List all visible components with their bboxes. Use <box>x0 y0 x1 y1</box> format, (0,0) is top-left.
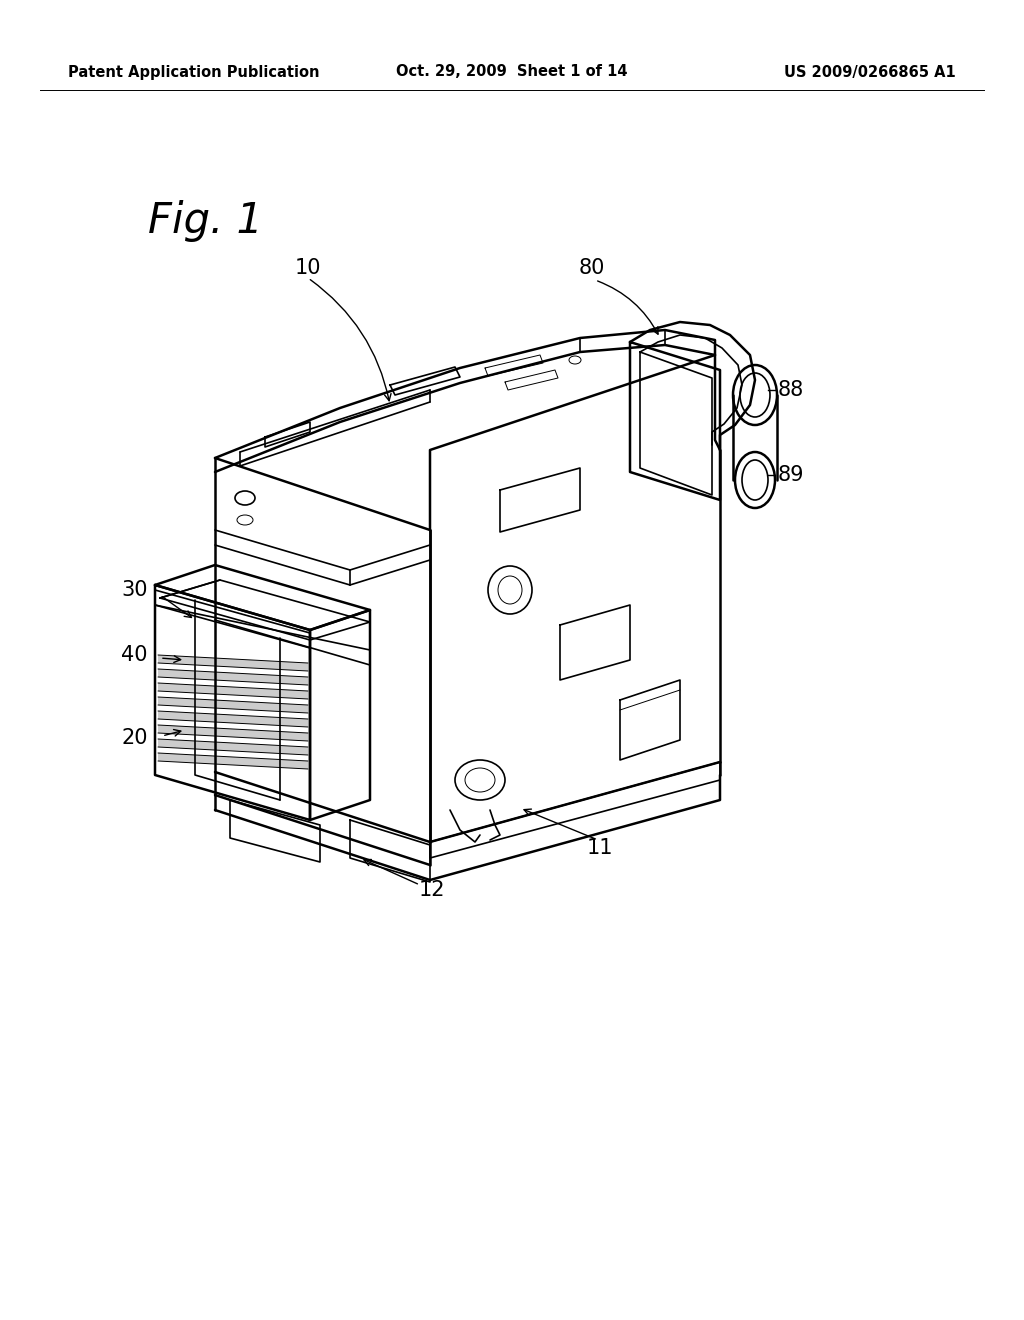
Text: 10: 10 <box>295 257 322 279</box>
Text: 89: 89 <box>778 465 805 484</box>
Polygon shape <box>158 711 308 727</box>
Text: 88: 88 <box>778 380 804 400</box>
Text: US 2009/0266865 A1: US 2009/0266865 A1 <box>784 65 956 79</box>
Text: Patent Application Publication: Patent Application Publication <box>68 65 319 79</box>
Text: 80: 80 <box>579 257 605 279</box>
Text: 40: 40 <box>122 645 148 665</box>
Text: Fig. 1: Fig. 1 <box>148 201 263 242</box>
Polygon shape <box>158 669 308 685</box>
Polygon shape <box>158 682 308 700</box>
Text: 30: 30 <box>122 579 148 601</box>
Polygon shape <box>158 697 308 713</box>
Polygon shape <box>158 752 308 770</box>
Polygon shape <box>158 725 308 741</box>
Text: Oct. 29, 2009  Sheet 1 of 14: Oct. 29, 2009 Sheet 1 of 14 <box>396 65 628 79</box>
Polygon shape <box>158 655 308 671</box>
Text: 12: 12 <box>419 880 445 900</box>
Text: 11: 11 <box>587 838 613 858</box>
Polygon shape <box>158 739 308 755</box>
Text: 20: 20 <box>122 729 148 748</box>
